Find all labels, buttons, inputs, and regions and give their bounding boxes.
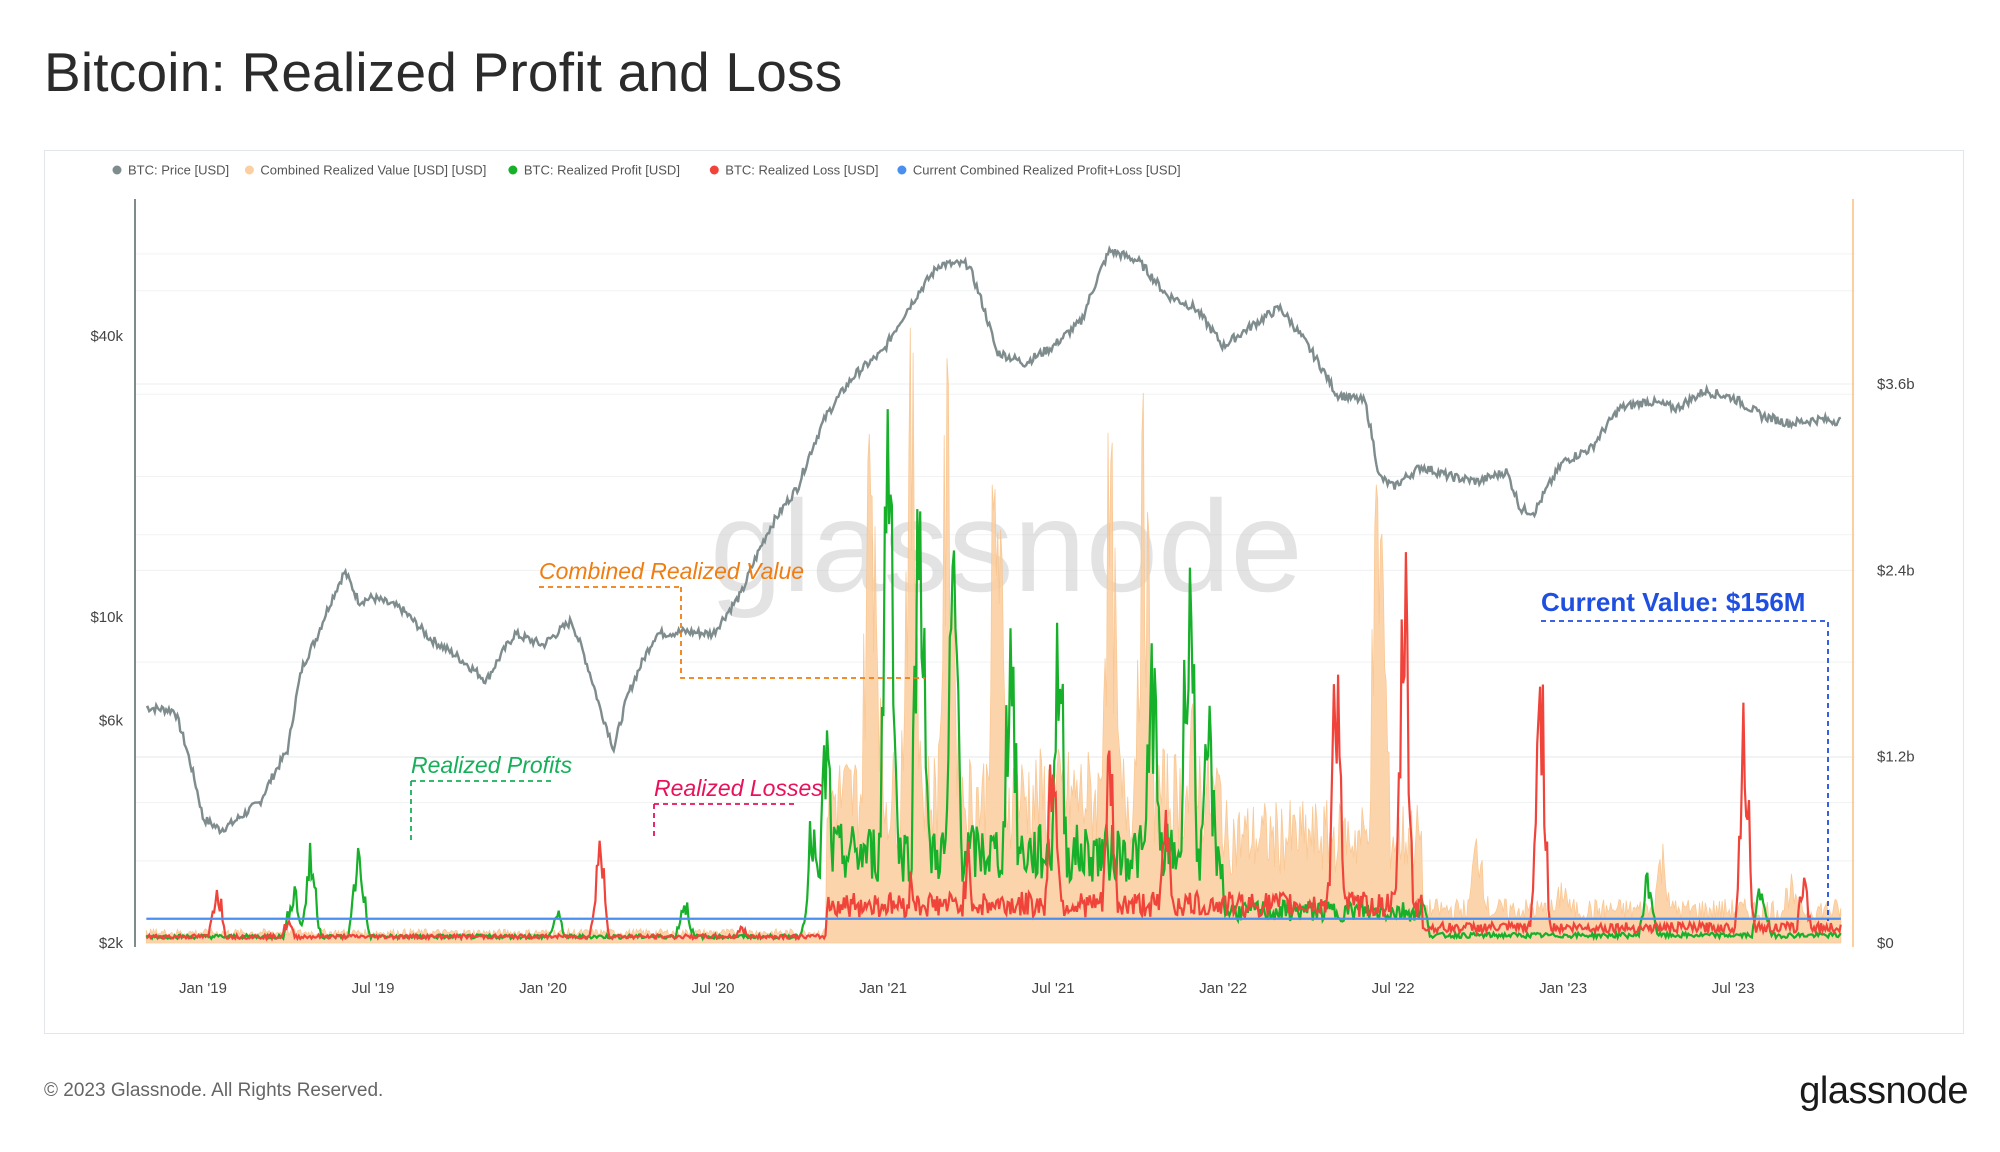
glassnode-logo: glassnode — [1799, 1070, 1968, 1112]
realized-loss-line — [145, 552, 1842, 942]
right-axis-tick-label: $1.2b — [1877, 749, 1915, 766]
legend-swatch — [709, 165, 719, 175]
legend-swatch — [112, 165, 122, 175]
annotation-current-value-label: Current Value: $156M — [1541, 587, 1805, 617]
legend-label: Current Combined Realized Profit+Loss [U… — [913, 163, 1181, 178]
right-axis-ticks: $0 $1.2b $2.4b $3.6b — [1877, 376, 1915, 952]
annotation-realized-profits: Realized Profits — [410, 752, 573, 841]
annotation-combined-realized-value-pointer — [680, 587, 925, 679]
annotation-current-value-pointer — [1541, 620, 1829, 921]
chart-svg: glassnode Jan '19 Jul '19 Jan '20 Jul '20 Ja… — [90, 163, 1915, 998]
x-tick-label: Jul '22 — [1372, 980, 1415, 997]
footer-copyright: © 2023 Glassnode. All Rights Reserved. — [44, 1080, 384, 1101]
legend-swatch — [897, 165, 907, 175]
annotation-combined-realized-value: Combined Realized Value — [539, 558, 925, 679]
realized-profit-line — [145, 409, 1842, 942]
annotation-realized-profits-label: Realized Profits — [411, 752, 573, 778]
right-axis-tick-label: $3.6b — [1877, 376, 1915, 393]
left-axis-tick-label: $10k — [90, 609, 123, 626]
annotation-combined-realized-value-label: Combined Realized Value — [539, 558, 804, 584]
left-axis-tick-label: $6k — [99, 712, 124, 729]
annotation-realized-losses: Realized Losses — [653, 775, 823, 837]
page-title: Bitcoin: Realized Profit and Loss — [44, 41, 843, 103]
watermark: glassnode — [710, 473, 1303, 619]
legend-swatch — [508, 165, 518, 175]
x-tick-label: Jul '19 — [352, 980, 395, 997]
x-tick-label: Jul '21 — [1032, 980, 1075, 997]
annotation-current-value: Current Value: $156M — [1541, 587, 1829, 921]
legend-swatch — [244, 165, 254, 175]
right-axis-tick-label: $0 — [1877, 935, 1894, 952]
x-tick-label: Jan '22 — [1199, 980, 1247, 997]
axes — [134, 199, 1854, 947]
annotation-realized-losses-label: Realized Losses — [654, 775, 823, 801]
left-axis-ticks: $2k $6k $10k $40k — [90, 328, 123, 952]
legend-label: BTC: Realized Profit [USD] — [524, 163, 680, 178]
btc-price-line — [145, 245, 1842, 836]
legend-label: BTC: Realized Loss [USD] — [725, 163, 878, 178]
right-axis-tick-label: $2.4b — [1877, 562, 1915, 579]
x-tick-label: Jul '23 — [1712, 980, 1755, 997]
x-axis-ticks: Jan '19 Jul '19 Jan '20 Jul '20 Jan '21 Jul '… — [179, 980, 1755, 997]
left-axis-tick-label: $40k — [90, 328, 123, 345]
chart-frame: glassnode Jan '19 Jul '19 Jan '20 Jul '20 Ja… — [44, 150, 1964, 1034]
x-tick-label: Jan '23 — [1539, 980, 1587, 997]
left-axis-tick-label: $2k — [99, 935, 124, 952]
legend-label: Combined Realized Value [USD] [USD] — [260, 163, 486, 178]
legend: BTC: Price [USD] Combined Realized Value … — [112, 163, 1181, 178]
x-tick-label: Jan '19 — [179, 980, 227, 997]
x-tick-label: Jan '21 — [859, 980, 907, 997]
combined-realized-value-area — [145, 327, 1842, 944]
x-tick-label: Jul '20 — [692, 980, 735, 997]
legend-label: BTC: Price [USD] — [128, 163, 229, 178]
x-tick-label: Jan '20 — [519, 980, 567, 997]
